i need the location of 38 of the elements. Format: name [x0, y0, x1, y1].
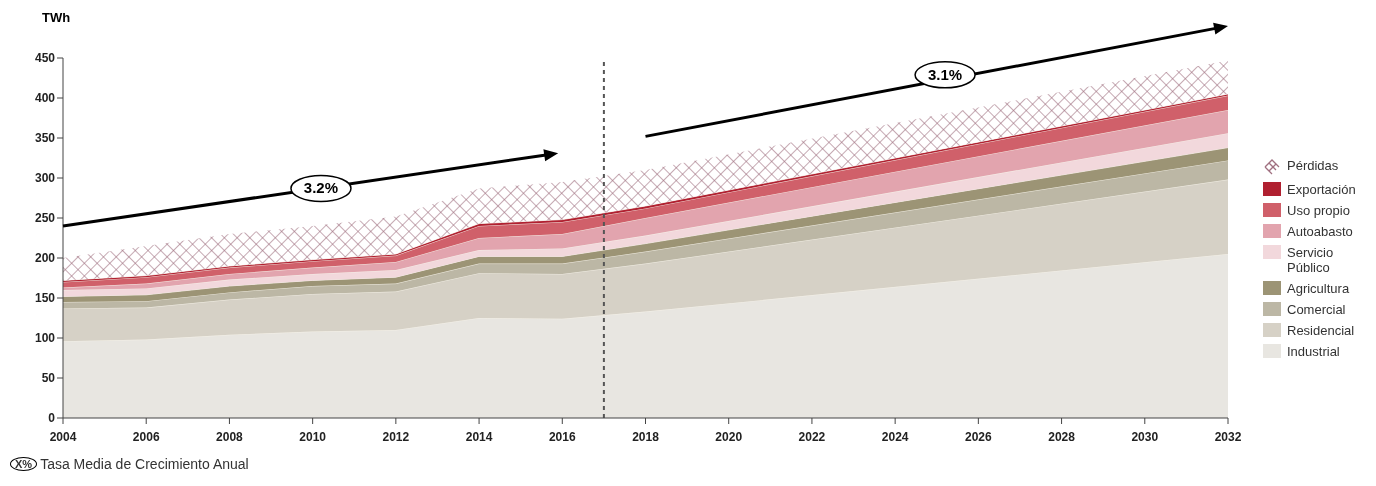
x-tick-label: 2026 — [965, 429, 993, 444]
y-tick-label: 300 — [34, 171, 56, 186]
x-tick-label: 2028 — [1048, 429, 1076, 444]
y-tick-label: 100 — [34, 331, 56, 346]
x-tick-label: 2012 — [382, 429, 410, 444]
x-tick-label: 2024 — [881, 429, 909, 444]
x-tick-label: 2022 — [798, 429, 826, 444]
x-tick-label: 2018 — [632, 429, 660, 444]
y-tick-label: 250 — [34, 211, 56, 226]
x-tick-label: 2008 — [216, 429, 244, 444]
x-tick-label: 2016 — [548, 429, 576, 444]
y-tick-label: 200 — [34, 251, 56, 266]
x-tick-label: 2020 — [715, 429, 743, 444]
y-tick-label: 400 — [34, 91, 56, 106]
x-tick-label: 2004 — [49, 429, 77, 444]
x-tick-label: 2030 — [1131, 429, 1159, 444]
legend-label: Servicio Público — [1287, 245, 1335, 275]
legend-label: Residencial — [1287, 323, 1356, 338]
y-tick-label: 50 — [41, 371, 56, 386]
annotation: 3.2% — [303, 179, 339, 197]
y-axis-title: TWh — [42, 10, 71, 25]
y-tick-label: 150 — [34, 291, 56, 306]
x-tick-label: 2010 — [299, 429, 327, 444]
y-tick-label: 0 — [48, 411, 56, 426]
text: Tasa Media de Crecimiento Anual — [40, 456, 249, 472]
y-tick-label: 450 — [34, 51, 56, 66]
y-tick-label: 350 — [34, 131, 56, 146]
x-tick-label: 2006 — [132, 429, 160, 444]
legend-label: Industrial — [1287, 344, 1341, 359]
x-tick-label: 2032 — [1214, 429, 1242, 444]
text: Pérdidas — [1287, 158, 1340, 173]
legend-label: Autoabasto — [1287, 224, 1354, 239]
legend-label: Agricultura — [1287, 281, 1351, 296]
legend-label: Comercial — [1287, 302, 1347, 317]
legend-label: Uso propio — [1287, 203, 1351, 218]
annotation: 3.1% — [927, 65, 963, 83]
legend-label: Exportación — [1287, 182, 1357, 197]
x-tick-label: 2014 — [465, 429, 493, 444]
